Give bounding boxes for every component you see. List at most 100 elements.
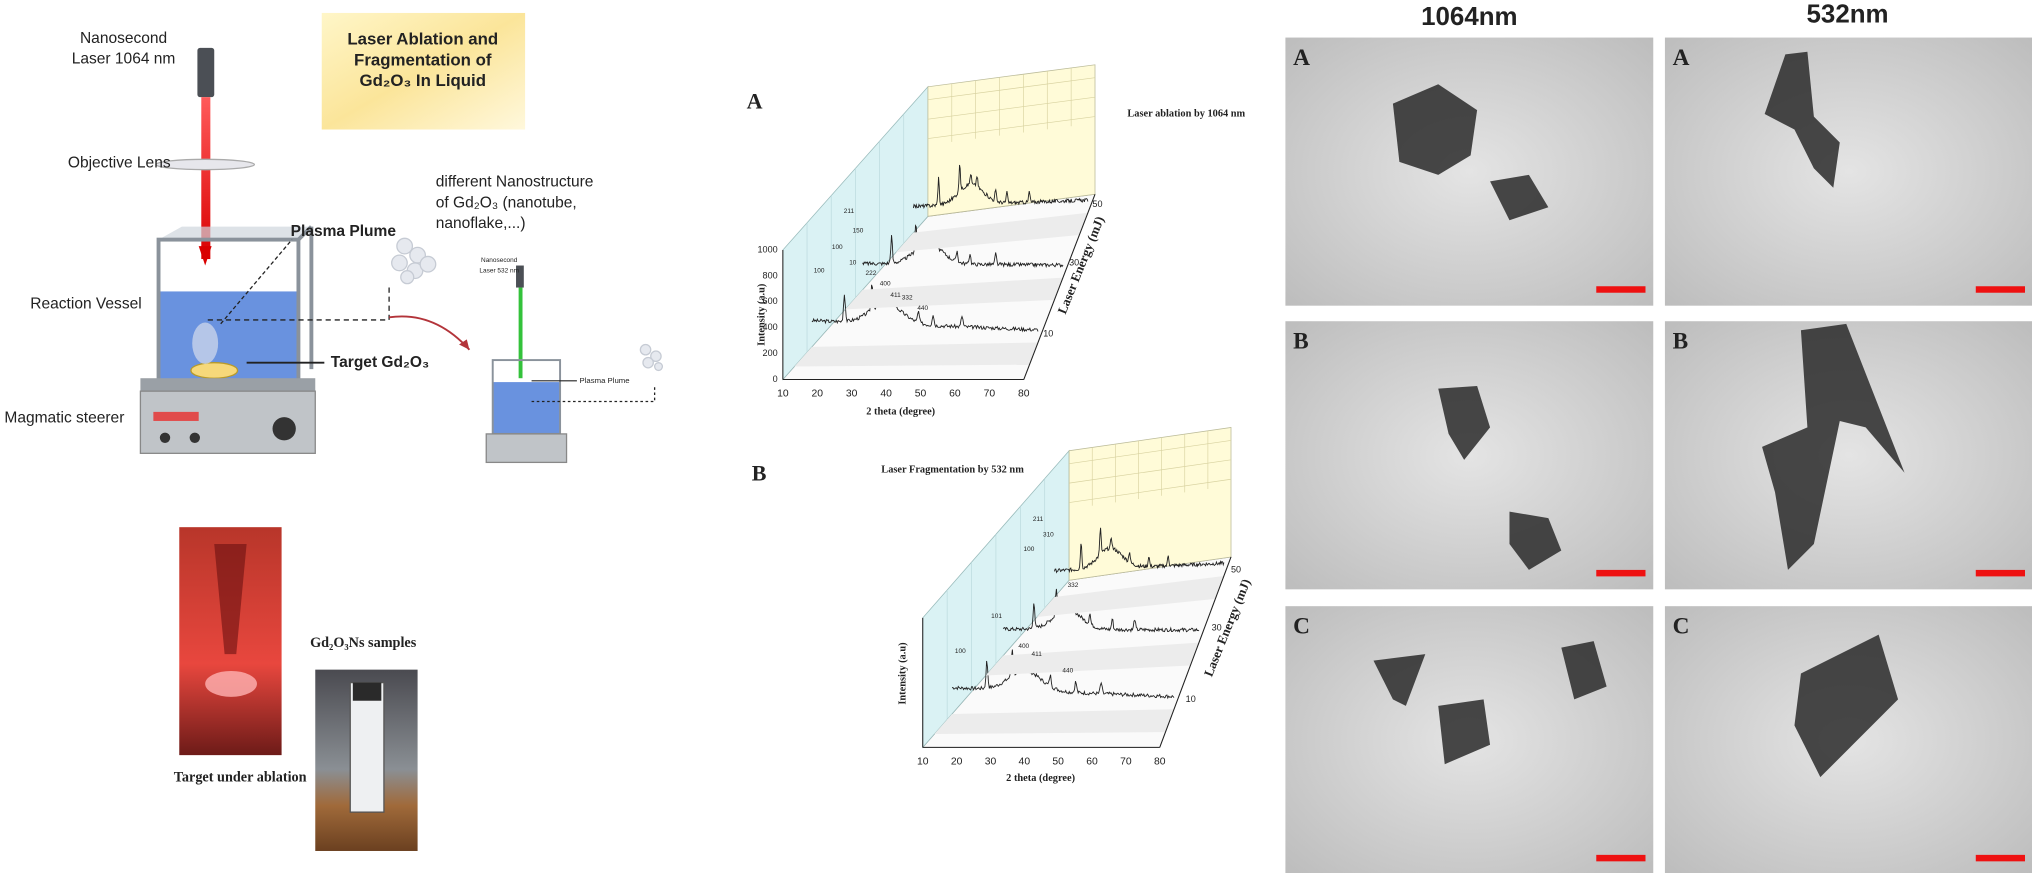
peak-label: 222	[866, 270, 877, 277]
stirrer-label: Magmatic steerer	[4, 409, 124, 426]
floor-band	[985, 642, 1199, 676]
panel-label: C	[1293, 614, 1310, 640]
target-disc	[190, 362, 239, 379]
x-tick-label: 40	[880, 388, 892, 399]
peak-label: 400	[880, 280, 891, 287]
tem-image	[1285, 321, 1654, 590]
inset-laser-head	[516, 265, 524, 288]
x-tick-label: 80	[1018, 388, 1030, 399]
pointer	[207, 287, 390, 321]
x-tick-label: 40	[1019, 756, 1031, 767]
peak-label: 101	[991, 613, 1002, 620]
xrd-curve	[912, 164, 1089, 209]
photo-caption: Target under ablation	[174, 770, 307, 786]
particle	[1373, 654, 1426, 706]
x-tick-label: 10	[917, 756, 929, 767]
inset-liquid	[492, 382, 561, 434]
z-tick-label: 10	[1043, 329, 1053, 339]
peak-label: 100	[955, 648, 966, 655]
inset-plume-label: Plasma Plume	[580, 376, 630, 385]
title: Fragmentation of	[354, 50, 492, 69]
tem-image	[1285, 37, 1654, 306]
laser-head	[197, 47, 215, 98]
target-label: Target Gd₂O₃	[331, 354, 429, 371]
panel-label: A	[1293, 45, 1310, 71]
lens-label: Objective Lens	[68, 154, 171, 171]
wall-grid	[927, 116, 1096, 139]
nanoparticles	[391, 237, 437, 285]
x-tick-label: 30	[985, 756, 997, 767]
nanostructure-label: nanoflake,...)	[436, 215, 526, 232]
panel-label: B	[1673, 329, 1689, 355]
stirrer-top	[140, 378, 316, 392]
peak-label: 411	[1032, 651, 1043, 658]
xrd-charts: A Laser ablation by 1064 nm 2 theta (degre…	[747, 64, 1253, 784]
photo-detail	[214, 544, 247, 655]
panel-label: A	[747, 89, 763, 114]
y-tick-label: 0	[773, 374, 778, 384]
y-tick-label: 400	[763, 322, 778, 332]
z-tick-label: 30	[1069, 257, 1079, 267]
inset-beam	[518, 287, 523, 379]
plume	[192, 322, 219, 364]
particle	[1509, 511, 1562, 570]
arrow	[388, 315, 471, 351]
scale-bar	[1596, 854, 1646, 862]
x-tick-label: 60	[1086, 756, 1098, 767]
title: Laser Ablation and	[347, 30, 498, 49]
nanostructure-label: of Gd₂O₃ (nanotube,	[436, 194, 577, 211]
panel-label: B	[1293, 329, 1309, 355]
particle	[1561, 641, 1607, 700]
vial-cap	[352, 682, 382, 701]
chart-title: Laser ablation by 1064 nm	[1127, 108, 1245, 119]
stirrer-knob	[189, 432, 200, 443]
vial	[349, 681, 385, 813]
y-axis-label: Intensity (a.u)	[757, 284, 768, 346]
wall-grid	[1069, 478, 1232, 503]
beam-tip	[198, 246, 212, 266]
z-tick-label: 50	[1092, 199, 1102, 209]
floor-band	[1036, 575, 1224, 618]
peak-label: 10	[849, 260, 857, 267]
wall-grid	[927, 77, 1096, 101]
particle	[1392, 84, 1478, 175]
vessel-label: Reaction Vessel	[30, 295, 141, 312]
x-tick-label: 50	[1052, 756, 1064, 767]
peak-label: 150	[853, 227, 864, 234]
title: Gd₂O₃ In Liquid	[360, 71, 486, 90]
inset-laser-label: Nanosecond	[481, 257, 518, 264]
y-tick-label: 600	[763, 296, 778, 306]
tem-images: A A B B C C 1064nm 532nm	[1285, 0, 2032, 873]
wall-grid	[1069, 459, 1232, 484]
inset-laser-label: Laser 532 nm	[479, 267, 519, 274]
peak-label: 400	[1018, 643, 1029, 650]
vessel-edge	[297, 225, 313, 241]
panel-label: C	[1673, 614, 1690, 640]
scale-bar	[1975, 569, 2026, 577]
photo-caption: Gd₂O₃Ns samples	[310, 635, 417, 651]
xrd-curve	[1002, 588, 1200, 633]
x-axis-label: 2 theta (degree)	[866, 406, 935, 417]
tem-image	[1664, 37, 2032, 306]
z-tick-label: 30	[1212, 623, 1222, 633]
xrd-curve	[862, 224, 1064, 269]
vessel-top	[158, 226, 312, 240]
arrow-head	[459, 339, 470, 350]
panel-label: A	[1673, 45, 1690, 71]
inset-stirrer	[485, 433, 568, 464]
floor-band	[845, 277, 1063, 310]
laser-label: Laser 1064 nm	[72, 51, 176, 68]
peak-label: 211	[1033, 516, 1044, 523]
laser-beam	[201, 97, 211, 260]
axis-line	[1159, 556, 1232, 748]
x-tick-label: 80	[1154, 756, 1166, 767]
x-tick-label: 20	[951, 756, 963, 767]
peak-label: 100	[814, 267, 825, 274]
y-tick-label: 200	[763, 348, 778, 358]
peak-label: 332	[902, 295, 913, 302]
photo-glow	[205, 670, 257, 697]
pointer	[220, 239, 293, 325]
xrd-curve	[1054, 527, 1225, 574]
title-box	[321, 12, 526, 130]
x-axis-label: 2 theta (degree)	[1006, 773, 1075, 784]
